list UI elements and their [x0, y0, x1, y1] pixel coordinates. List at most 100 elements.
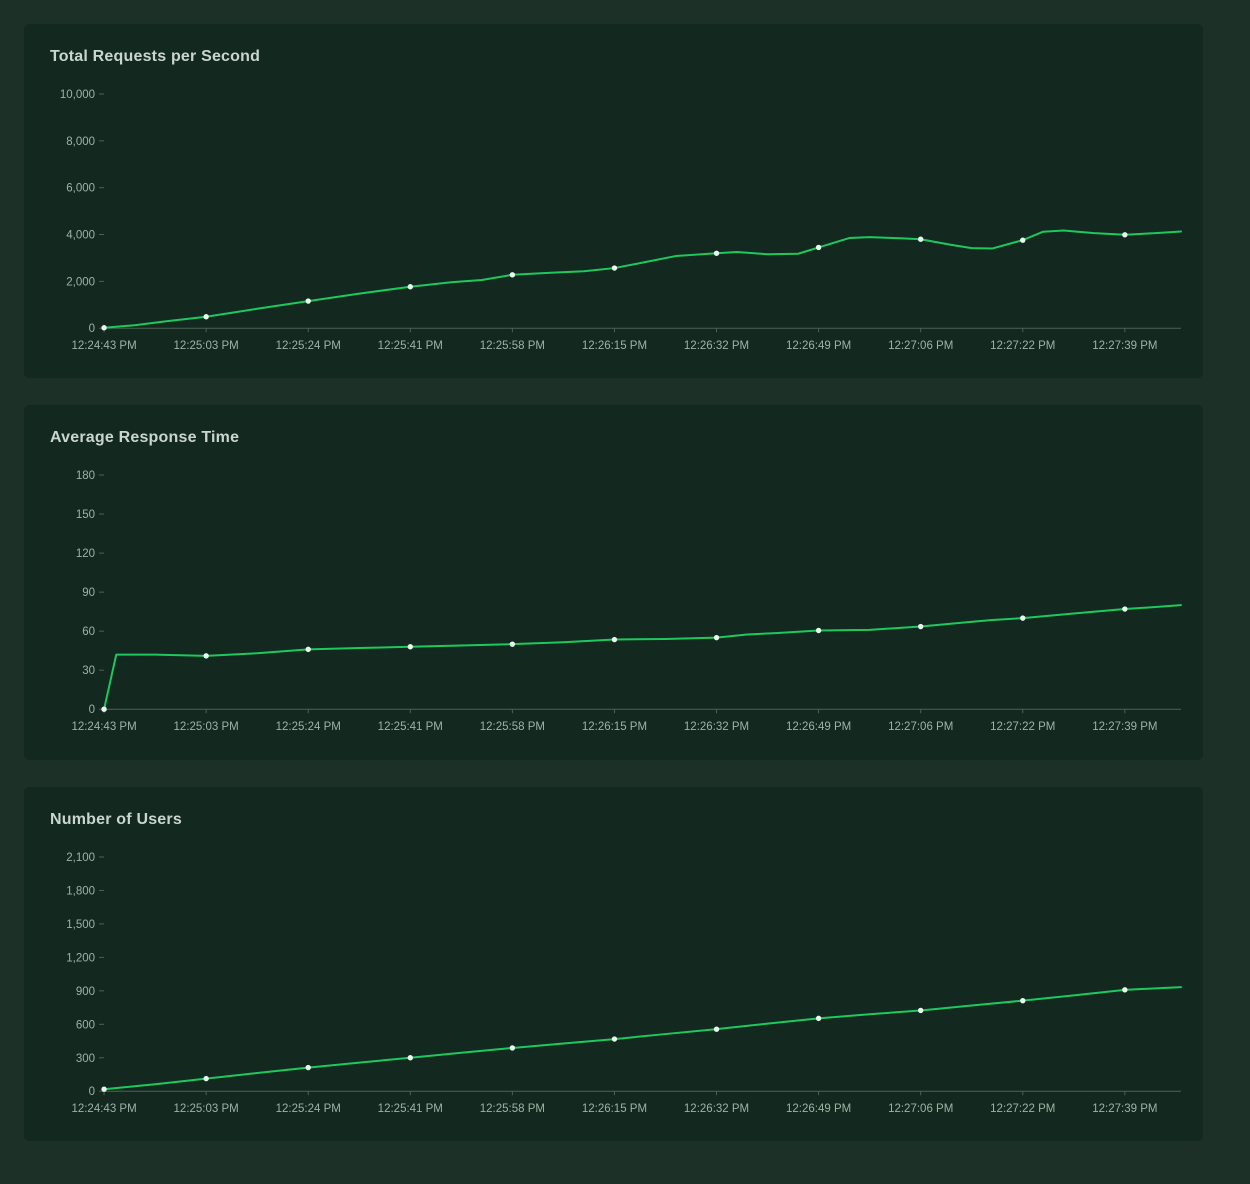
- x-axis-label: 12:25:24 PM: [276, 340, 341, 352]
- x-axis-label: 12:24:43 PM: [71, 1103, 136, 1115]
- y-axis-label: 120: [76, 548, 95, 560]
- number-of-users-chart[interactable]: 0 300 600 900 1,200 1,500 1,800 2,100 12:24:43 P…: [40, 843, 1187, 1135]
- y-axis-label: 1,500: [66, 918, 95, 930]
- data-point-marker: [713, 250, 720, 256]
- data-point-marker: [407, 644, 414, 650]
- x-axis-label: 12:26:32 PM: [684, 721, 749, 733]
- data-point-marker: [1122, 606, 1128, 612]
- chart-panel-number-of-users: Number of Users 0 300 600 900 1,200 1,500 1,80…: [24, 786, 1203, 1141]
- x-axis-label: 12:25:24 PM: [276, 1103, 341, 1115]
- x-axis-label: 12:27:22 PM: [990, 721, 1055, 733]
- data-point-marker: [305, 298, 311, 304]
- x-axis-label: 12:25:03 PM: [174, 1103, 239, 1115]
- x-axis-label: 12:25:41 PM: [378, 1103, 443, 1115]
- series-line: [103, 985, 1182, 1090]
- x-axis-label: 12:26:49 PM: [786, 340, 851, 352]
- x-axis-label: 12:25:24 PM: [276, 721, 341, 733]
- x-axis-label: 12:26:49 PM: [786, 1103, 851, 1115]
- data-point-marker: [101, 706, 107, 713]
- chart-panel-avg-response-time: Average Response Time 0 30 60 90 120 150 180 12…: [24, 405, 1203, 760]
- x-axis-label: 12:27:39 PM: [1092, 340, 1157, 352]
- x-axis-label: 12:26:32 PM: [684, 340, 749, 352]
- data-point-marker: [611, 637, 618, 643]
- data-point-marker: [203, 1075, 209, 1081]
- x-axis-label: 12:25:41 PM: [378, 721, 443, 733]
- y-axis-label: 4,000: [66, 230, 95, 242]
- y-axis-label: 0: [89, 1086, 95, 1098]
- data-point-marker: [1122, 232, 1128, 238]
- data-point-marker: [101, 1086, 107, 1092]
- data-point-marker: [101, 325, 107, 331]
- x-axis-label: 12:27:06 PM: [888, 721, 953, 733]
- data-point-marker: [713, 635, 720, 641]
- data-point-marker: [917, 624, 924, 630]
- data-point-marker: [509, 641, 516, 648]
- data-point-marker: [203, 653, 209, 659]
- y-axis-label: 8,000: [66, 136, 95, 148]
- series-line: [103, 229, 1182, 329]
- y-axis-label: 90: [82, 587, 95, 599]
- data-point-marker: [407, 1054, 414, 1060]
- y-axis-label: 30: [82, 665, 95, 677]
- x-axis-label: 12:27:22 PM: [990, 1103, 1055, 1115]
- x-axis-label: 12:25:03 PM: [174, 340, 239, 352]
- y-axis-label: 6,000: [66, 183, 95, 195]
- x-axis-label: 12:27:39 PM: [1092, 721, 1157, 733]
- y-axis-label: 180: [76, 470, 95, 482]
- series-line: [103, 604, 1182, 711]
- y-axis-label: 2,100: [66, 852, 95, 864]
- chart-panel-total-rps: Total Requests per Second 0 2,000 4,000 6,0…: [24, 24, 1203, 379]
- x-axis-label: 12:25:03 PM: [174, 721, 239, 733]
- x-axis-label: 12:27:22 PM: [990, 340, 1055, 352]
- y-axis-label: 600: [76, 1019, 95, 1031]
- data-point-marker: [611, 1035, 618, 1042]
- data-point-marker: [1020, 615, 1026, 622]
- y-axis-label: 60: [82, 626, 95, 638]
- data-point-marker: [305, 1064, 311, 1070]
- x-axis-label: 12:26:15 PM: [582, 340, 647, 352]
- data-point-marker: [917, 1007, 924, 1013]
- data-point-marker: [407, 284, 414, 290]
- x-axis-label: 12:25:58 PM: [480, 721, 545, 733]
- data-point-marker: [1020, 237, 1026, 243]
- x-axis-label: 12:27:06 PM: [888, 340, 953, 352]
- chart-title-avg-response-time: Average Response Time: [50, 429, 240, 447]
- data-point-marker: [203, 314, 209, 320]
- x-axis-label: 12:25:41 PM: [378, 340, 443, 352]
- x-axis-label: 12:27:39 PM: [1092, 1103, 1157, 1115]
- x-axis-label: 12:26:15 PM: [582, 721, 647, 733]
- y-axis-label: 900: [76, 985, 95, 997]
- data-point-marker: [815, 1015, 822, 1021]
- total-rps-chart[interactable]: 0 2,000 4,000 6,000 8,000 10,000 12:24:43 PM 12…: [40, 80, 1187, 372]
- x-axis-label: 12:26:15 PM: [582, 1103, 647, 1115]
- x-axis-label: 12:27:06 PM: [888, 1103, 953, 1115]
- y-axis-label: 10,000: [60, 89, 95, 101]
- data-point-marker: [1122, 986, 1128, 993]
- x-axis-label: 12:26:49 PM: [786, 721, 851, 733]
- x-axis-label: 12:25:58 PM: [480, 1103, 545, 1115]
- y-axis-label: 1,200: [66, 952, 95, 964]
- chart-title-total-rps: Total Requests per Second: [50, 48, 261, 65]
- data-point-marker: [815, 628, 822, 634]
- x-axis-label: 12:24:43 PM: [71, 340, 136, 352]
- chart-title-number-of-users: Number of Users: [50, 810, 182, 828]
- data-point-marker: [1020, 997, 1026, 1003]
- y-axis-label: 1,800: [66, 885, 95, 897]
- y-axis-label: 150: [76, 509, 95, 521]
- y-axis-label: 300: [76, 1052, 95, 1064]
- y-axis-label: 0: [89, 704, 95, 716]
- data-point-marker: [815, 244, 822, 251]
- data-point-marker: [509, 1044, 516, 1051]
- data-point-marker: [713, 1026, 720, 1032]
- data-point-marker: [611, 265, 618, 271]
- x-axis-label: 12:25:58 PM: [480, 340, 545, 352]
- y-axis-label: 0: [89, 323, 95, 335]
- data-point-marker: [509, 272, 516, 278]
- data-point-marker: [305, 646, 311, 653]
- y-axis-label: 2,000: [66, 276, 95, 288]
- avg-response-time-chart[interactable]: 0 30 60 90 120 150 180 12:24:43 PM 12:25:03 PM 12…: [40, 461, 1187, 753]
- x-axis-label: 12:26:32 PM: [684, 1103, 749, 1115]
- x-axis-label: 12:24:43 PM: [71, 721, 136, 733]
- data-point-marker: [917, 236, 924, 242]
